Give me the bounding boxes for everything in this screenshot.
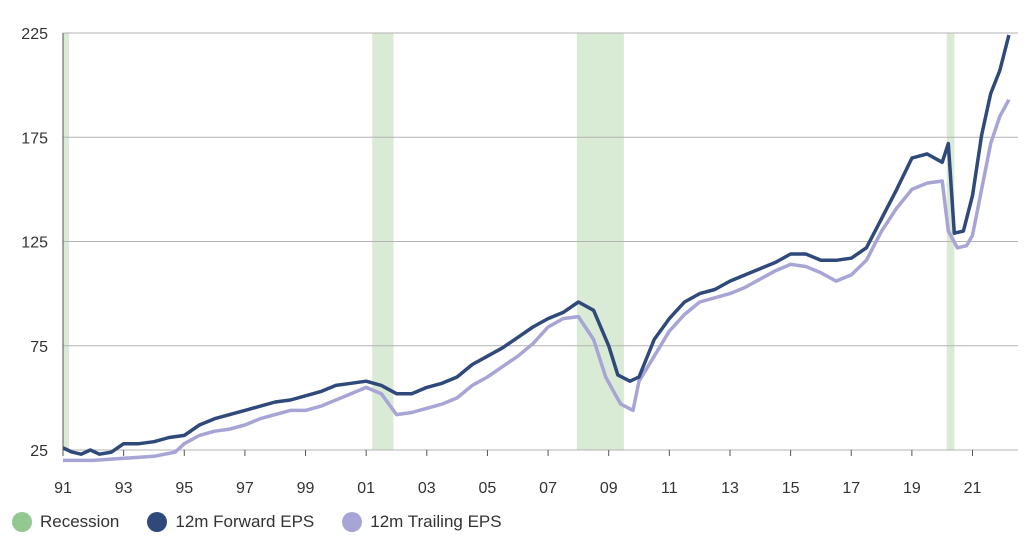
- legend-label-recession: Recession: [40, 512, 120, 531]
- x-tick-label-97: 97: [236, 480, 254, 497]
- x-tick-label-99: 99: [297, 480, 315, 497]
- plot-area: 225 175 125 75 25 91 93 95 97 99 01 03 05 07 09 11 13 15 1…: [21, 26, 1018, 497]
- legend-item-trailing-eps: 12m Trailing EPS: [342, 512, 502, 532]
- axes: 225 175 125 75 25 91 93 95 97 99 01 03 05 07 09 11 13 15 1…: [21, 26, 981, 497]
- gridlines: [63, 32, 1018, 451]
- x-tick-label-11: 11: [661, 480, 678, 497]
- x-tick-label-01: 01: [357, 480, 375, 497]
- x-tick-label-21: 21: [964, 480, 982, 497]
- legend-swatch-trailing-eps: [342, 512, 363, 532]
- x-tick-label-03: 03: [418, 480, 436, 497]
- legend-swatch-recession: [12, 512, 32, 532]
- legend-label-trailing-eps: 12m Trailing EPS: [370, 512, 502, 531]
- series-lines: [62, 34, 1011, 463]
- legend-label-forward-eps: 12m Forward EPS: [175, 512, 315, 531]
- series-line-forward-eps: [62, 34, 1011, 456]
- x-tick-label-91: 91: [54, 480, 72, 497]
- x-tick-label-07: 07: [539, 480, 557, 497]
- x-tick-label-95: 95: [175, 480, 193, 497]
- x-tick-label-17: 17: [842, 480, 860, 497]
- x-tick-label-09: 09: [600, 480, 618, 497]
- x-tick-label-15: 15: [782, 480, 800, 497]
- legend-item-recession: Recession: [12, 512, 119, 532]
- series-line-trailing-eps: [63, 98, 1011, 463]
- y-tick-label-125: 125: [21, 235, 48, 252]
- x-tick-label-05: 05: [479, 480, 497, 497]
- y-tick-label-175: 175: [21, 130, 48, 147]
- legend-item-forward-eps: 12m Forward EPS: [147, 512, 314, 532]
- x-tick-label-13: 13: [721, 480, 739, 497]
- x-tick-label-19: 19: [903, 480, 921, 497]
- legend: Recession 12m Forward EPS 12m Trailing E…: [12, 512, 530, 532]
- x-tick-label-93: 93: [115, 480, 133, 497]
- y-tick-label-25: 25: [30, 443, 48, 460]
- legend-swatch-forward-eps: [147, 512, 168, 532]
- y-tick-label-75: 75: [30, 339, 48, 356]
- y-tick-label-225: 225: [21, 26, 48, 43]
